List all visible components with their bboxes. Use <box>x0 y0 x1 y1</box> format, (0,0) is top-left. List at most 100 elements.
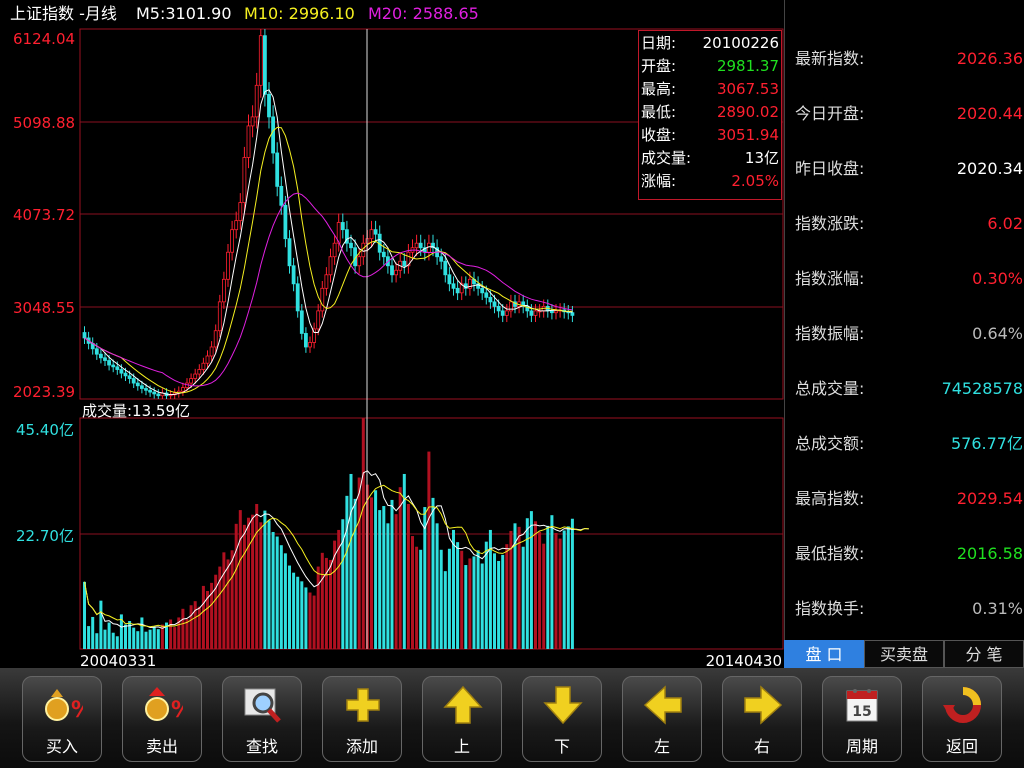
candle <box>144 388 148 391</box>
candle <box>193 373 198 379</box>
volume-bar <box>201 585 205 649</box>
candle <box>455 287 460 294</box>
search-button[interactable]: 查找 <box>222 676 302 762</box>
candle <box>500 310 505 316</box>
candle <box>131 378 136 384</box>
volume-tick-top: 45.40亿 <box>16 421 74 439</box>
volume-bar <box>435 523 439 649</box>
sell-icon: % <box>145 687 183 723</box>
candle <box>230 229 235 253</box>
volume-bar <box>324 557 328 649</box>
candle <box>394 269 399 276</box>
info-row: 收盘: 3051.94 <box>641 126 779 144</box>
bottom-toolbar: % 买入 % 卖出 查找 添加 上 下 左 右 15 周期 返回 <box>0 668 1024 768</box>
volume-bar <box>197 606 201 649</box>
volume-bar <box>160 624 164 649</box>
candle <box>476 283 481 289</box>
volume-bar <box>431 497 435 649</box>
candle <box>332 242 337 258</box>
volume-bar <box>525 518 529 649</box>
stat-turnover: 指数换手: 0.31% <box>795 599 1023 618</box>
volume-bar <box>501 554 505 649</box>
candle <box>312 328 317 343</box>
candle <box>234 220 239 231</box>
volume-bar <box>95 633 99 649</box>
svg-text:15: 15 <box>852 704 871 720</box>
volume-bar <box>267 520 271 649</box>
volume-bar <box>439 549 443 649</box>
volume-bar <box>394 514 398 649</box>
volume-bar <box>505 544 509 649</box>
arrow-down-icon <box>543 686 583 725</box>
candle <box>115 366 120 370</box>
volume-bar <box>144 631 148 649</box>
candle <box>533 310 538 316</box>
svg-text:%: % <box>71 698 83 723</box>
price-tick-top: 6124.04 <box>13 30 75 48</box>
candle <box>504 310 509 316</box>
candle <box>242 157 247 204</box>
m10-label: M10: 2996.10 <box>244 4 355 23</box>
volume-bar <box>111 632 115 649</box>
volume-bar <box>529 511 533 649</box>
candle <box>508 301 513 312</box>
volume-bar <box>476 550 480 649</box>
add-button[interactable]: 添加 <box>322 676 402 762</box>
volume-bar <box>382 506 386 649</box>
right-button[interactable]: 右 <box>722 676 802 762</box>
back-button[interactable]: 返回 <box>922 676 1002 762</box>
volume-bar <box>406 503 410 649</box>
tab-bid-ask[interactable]: 买卖盘 <box>864 640 944 668</box>
candle <box>139 385 144 389</box>
volume-bar <box>452 529 455 649</box>
volume-bar <box>136 631 140 649</box>
candle <box>443 260 448 276</box>
volume-bar <box>177 617 181 649</box>
candle <box>340 222 345 231</box>
volume-bar <box>460 550 464 649</box>
volume-bar <box>329 559 332 649</box>
candle <box>402 260 407 267</box>
candle <box>283 204 288 240</box>
volume-bar <box>456 542 460 649</box>
candle <box>357 256 362 267</box>
down-button[interactable]: 下 <box>522 676 602 762</box>
volume-bar <box>148 629 152 649</box>
volume-label: 成交量:13.59亿 <box>82 402 190 420</box>
arrow-right-icon <box>744 685 783 725</box>
candle <box>488 296 493 303</box>
candle <box>418 242 423 249</box>
price-tick-bottom: 2023.39 <box>13 383 75 401</box>
volume-bar <box>99 600 103 649</box>
period-button[interactable]: 15 周期 <box>822 676 902 762</box>
volume-tick-mid: 22.70亿 <box>16 527 74 545</box>
candle <box>459 283 464 294</box>
tab-order-book[interactable]: 盘 口 <box>784 640 864 668</box>
volume-bar <box>513 523 517 649</box>
kline-chart[interactable]: 6124.04 5098.88 4073.72 3048.55 2023.39 … <box>0 0 784 668</box>
candle <box>209 346 214 357</box>
candle <box>238 202 243 222</box>
volume-bar <box>398 487 402 649</box>
candle <box>262 35 267 95</box>
price-tick-4: 3048.55 <box>13 299 75 317</box>
candle <box>82 332 87 339</box>
candle <box>127 375 132 379</box>
up-button[interactable]: 上 <box>422 676 502 762</box>
sell-button[interactable]: % 卖出 <box>122 676 202 762</box>
volume-bar <box>361 418 365 649</box>
volume-bar <box>320 552 324 649</box>
volume-bar <box>538 531 542 649</box>
quote-tabs: 盘 口 买卖盘 分 笔 <box>784 640 1024 668</box>
volume-bar <box>152 626 156 649</box>
candle <box>467 278 472 289</box>
volume-bar <box>304 587 308 649</box>
candle <box>451 283 456 289</box>
volume-bar <box>480 563 484 649</box>
left-button[interactable]: 左 <box>622 676 702 762</box>
volume-bar <box>119 614 123 649</box>
tab-tick-trades[interactable]: 分 笔 <box>944 640 1024 668</box>
volume-bar <box>115 636 119 649</box>
buy-button[interactable]: % 买入 <box>22 676 102 762</box>
candle <box>119 369 124 374</box>
